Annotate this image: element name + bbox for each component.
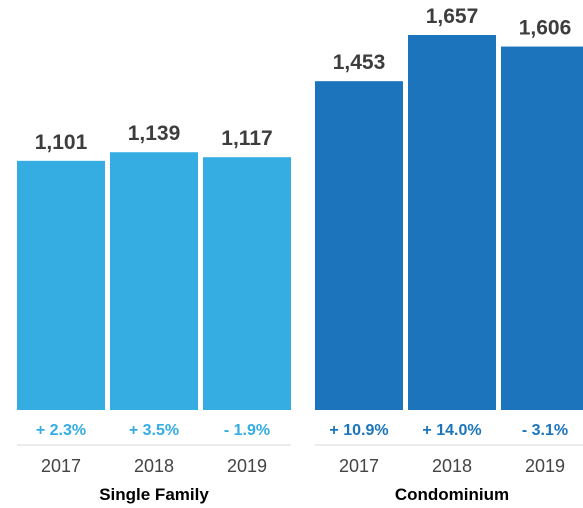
bar-value-label: 1,657 [426,5,479,28]
percent-change-label: - 1.9% [224,422,270,439]
percent-change-label: + 14.0% [422,422,481,439]
bar-condominium-2019 [501,46,583,411]
group-label: Single Family [99,485,209,504]
percent-change-label: + 10.9% [329,422,388,439]
bar-value-label: 1,453 [333,51,386,74]
year-tick-label: 2017 [339,456,379,476]
bar-single-family-2019 [203,157,291,410]
year-tick-label: 2019 [227,456,267,476]
percent-change-label: + 3.5% [129,422,179,439]
bar-value-label: 1,101 [35,131,88,154]
bar-single-family-2017 [17,160,105,410]
bar-condominium-2018 [408,35,496,410]
year-tick-label: 2018 [432,456,472,476]
year-tick-label: 2018 [134,456,174,476]
group-label: Condominium [395,485,509,504]
bar-value-label: 1,139 [128,122,181,145]
percent-change-label: - 3.1% [522,422,568,439]
year-tick-label: 2017 [41,456,81,476]
bar-condominium-2017 [315,81,403,410]
bar-value-label: 1,606 [519,17,572,40]
year-tick-label: 2019 [525,456,565,476]
percent-change-label: + 2.3% [36,422,86,439]
bar-single-family-2018 [110,152,198,411]
bar-value-label: 1,117 [221,127,272,150]
